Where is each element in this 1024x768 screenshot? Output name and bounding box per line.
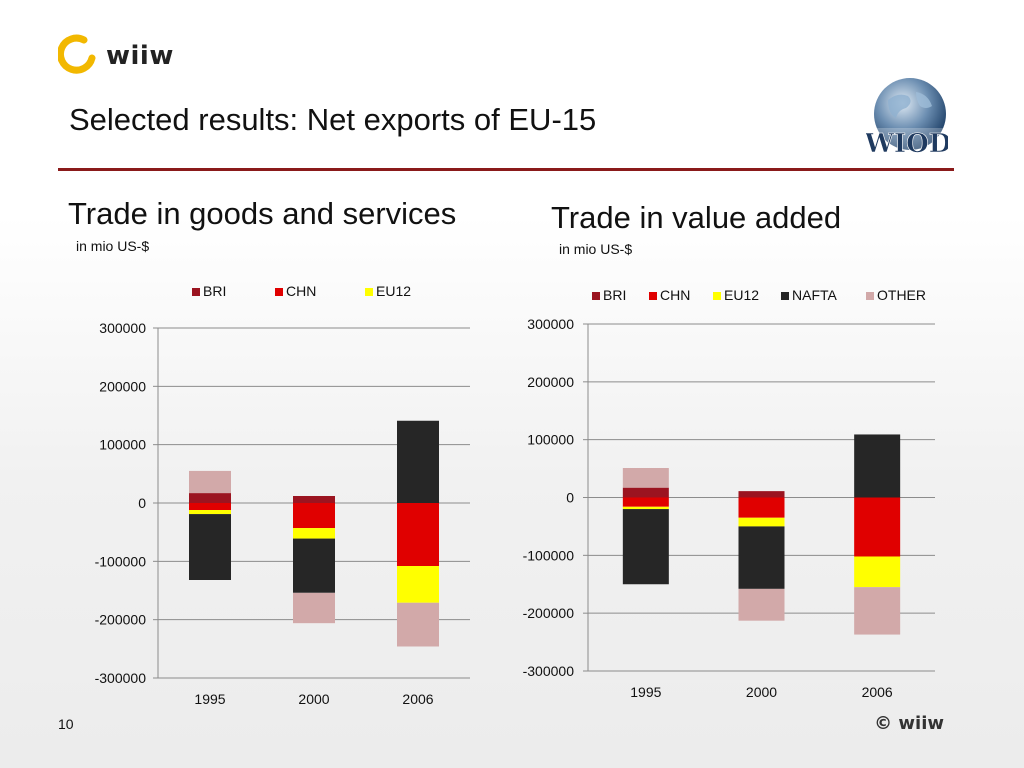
wiod-logo-text: WIOD xyxy=(866,129,948,159)
bar-segment-chn-2006 xyxy=(854,497,901,557)
bar-segment-other-2000 xyxy=(293,592,335,624)
page-number: 10 xyxy=(58,716,74,732)
bar-segment-nafta-1995 xyxy=(622,509,669,585)
bar-segment-other-2006 xyxy=(397,602,439,647)
y-tick-label: 200000 xyxy=(99,378,146,394)
bar-segment-eu12-1995 xyxy=(622,506,669,510)
bar-segment-nafta-2000 xyxy=(738,526,785,589)
right-chart-subtitle: in mio US-$ xyxy=(559,241,633,257)
x-tick-label: 1995 xyxy=(194,691,225,707)
x-tick-label: 2000 xyxy=(746,684,777,700)
left-chart-title: Trade in goods and services xyxy=(68,196,457,231)
legend-swatch-bri xyxy=(592,292,600,300)
legend-label-chn: CHN xyxy=(286,283,316,299)
bar-segment-other-1995 xyxy=(189,470,231,494)
bar-segment-chn-1995 xyxy=(189,503,231,510)
wiiw-logo: wiiw xyxy=(58,34,174,78)
left-chart-subtitle: in mio US-$ xyxy=(76,238,150,254)
bar-segment-eu12-1995 xyxy=(189,510,231,515)
x-tick-label: 1995 xyxy=(630,684,661,700)
bar-segment-nafta-2006 xyxy=(854,434,901,498)
legend-label-other: OTHER xyxy=(877,287,926,303)
legend-swatch-chn xyxy=(275,288,283,296)
right-chart-title: Trade in value added xyxy=(551,200,842,235)
bar-segment-eu12-2000 xyxy=(293,528,335,539)
legend-label-nafta: NAFTA xyxy=(792,287,838,303)
bar-segment-eu12-2006 xyxy=(854,556,901,588)
y-tick-label: -100000 xyxy=(523,547,575,563)
legend-swatch-eu12 xyxy=(713,292,721,300)
legend-label-eu12: EU12 xyxy=(376,283,411,299)
bar-segment-bri-1995 xyxy=(189,493,231,503)
page-title: Selected results: Net exports of EU-15 xyxy=(69,102,597,137)
y-tick-label: -200000 xyxy=(95,612,147,628)
legend-swatch-other xyxy=(866,292,874,300)
legend-swatch-chn xyxy=(649,292,657,300)
bar-segment-nafta-2006 xyxy=(397,420,439,503)
bar-segment-nafta-1995 xyxy=(189,514,231,580)
bar-segment-other-1995 xyxy=(622,468,669,488)
bar-segment-chn-1995 xyxy=(622,497,669,507)
legend-swatch-bri xyxy=(192,288,200,296)
bar-segment-other-2000 xyxy=(738,588,785,621)
x-tick-label: 2006 xyxy=(862,684,893,700)
legend-swatch-nafta xyxy=(781,292,789,300)
y-tick-label: 0 xyxy=(566,490,574,506)
bar-segment-nafta-2000 xyxy=(293,538,335,593)
legend-label-chn: CHN xyxy=(660,287,690,303)
logo-text: wiiw xyxy=(106,41,174,71)
y-tick-label: 100000 xyxy=(527,432,574,448)
y-tick-label: -100000 xyxy=(95,553,147,569)
y-tick-label: -300000 xyxy=(95,670,147,686)
legend-swatch-eu12 xyxy=(365,288,373,296)
y-tick-label: 0 xyxy=(138,495,146,511)
x-tick-label: 2006 xyxy=(402,691,433,707)
footer-copyright: © wiiw xyxy=(874,713,944,734)
bar-segment-chn-2000 xyxy=(738,497,785,518)
header-divider xyxy=(58,168,954,171)
y-tick-label: 100000 xyxy=(99,437,146,453)
legend-label-bri: BRI xyxy=(203,283,226,299)
globe-icon: WIOD xyxy=(863,78,952,159)
bar-segment-bri-1995 xyxy=(622,487,669,498)
y-tick-label: -300000 xyxy=(523,663,575,679)
bar-segment-other-2006 xyxy=(854,587,901,635)
bar-segment-eu12-2000 xyxy=(738,517,785,527)
x-tick-label: 2000 xyxy=(298,691,329,707)
wiod-logo: WIOD xyxy=(863,76,952,160)
legend-label-bri: BRI xyxy=(603,287,626,303)
y-tick-label: 300000 xyxy=(99,320,146,336)
legend-label-eu12: EU12 xyxy=(724,287,759,303)
bar-segment-bri-2000 xyxy=(738,491,785,498)
bar-segment-chn-2006 xyxy=(397,503,439,566)
y-tick-label: 200000 xyxy=(527,374,574,390)
bar-segment-bri-2000 xyxy=(293,496,335,503)
y-tick-label: 300000 xyxy=(527,316,574,332)
bar-segment-chn-2000 xyxy=(293,503,335,529)
wiiw-logo-icon xyxy=(58,34,96,74)
y-tick-label: -200000 xyxy=(523,605,575,621)
bar-segment-eu12-2006 xyxy=(397,566,439,603)
